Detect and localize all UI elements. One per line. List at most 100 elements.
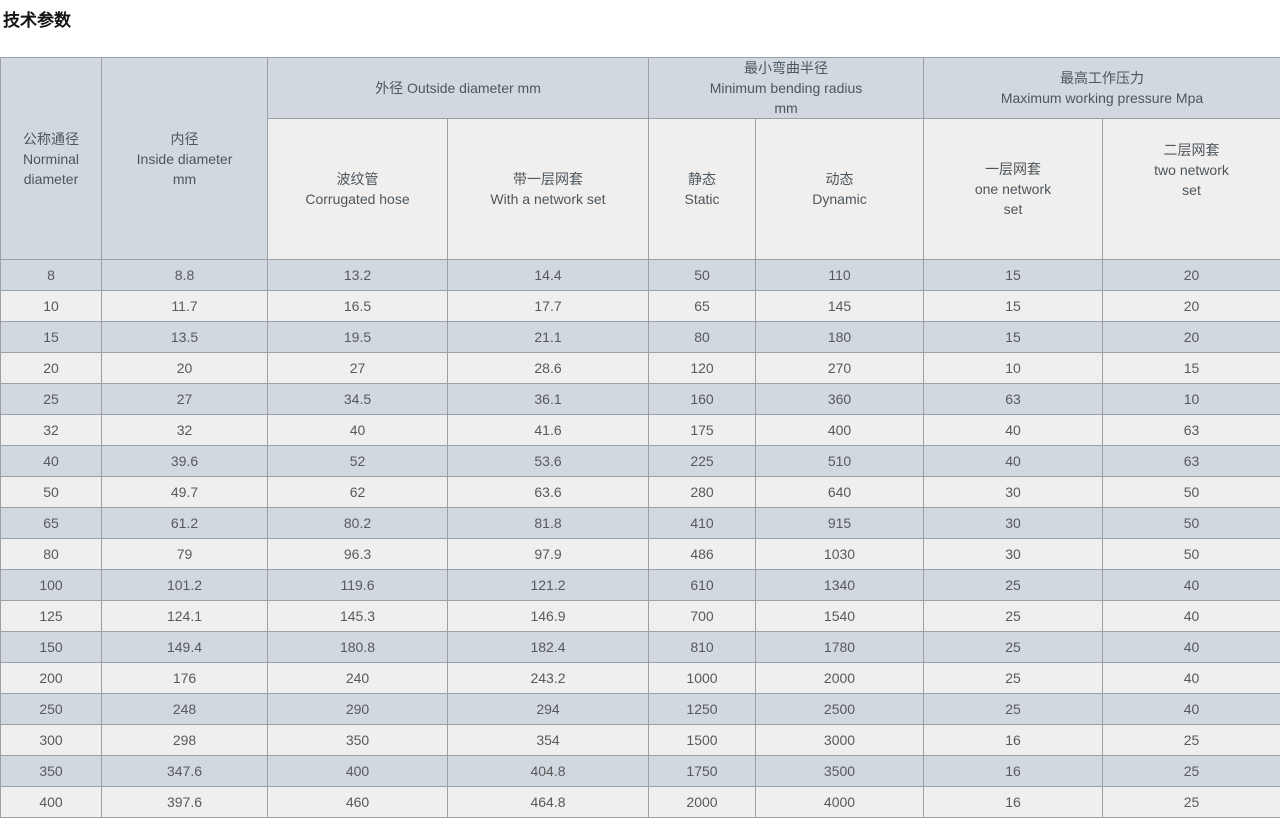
table-cell: 200: [0, 662, 102, 694]
header-sub-row: 波纹管 Corrugated hose 带一层网套 With a network…: [1, 118, 1280, 260]
table-cell: 32: [101, 414, 268, 446]
page-title: 技术参数: [3, 11, 71, 30]
table-cell: 1750: [648, 755, 756, 787]
table-cell: 40: [1101, 693, 1280, 725]
table-cell: 180: [755, 321, 924, 353]
table-cell: 1340: [755, 569, 924, 601]
table-row: 80 79 96.3 97.9 486 1030 30 50: [0, 538, 1280, 570]
table-cell: 110: [755, 259, 924, 291]
table-cell: 20: [0, 352, 102, 384]
table-cell: 354: [447, 724, 649, 756]
table-cell: 21.1: [447, 321, 649, 353]
table-cell: 79: [101, 538, 268, 570]
table-cell: 25: [923, 569, 1103, 601]
table-cell: 25: [1101, 755, 1280, 787]
table-cell: 25: [923, 631, 1103, 663]
table-cell: 350: [267, 724, 448, 756]
table-cell: 40: [1101, 600, 1280, 632]
table-cell: 810: [648, 631, 756, 663]
table-cell: 145: [755, 290, 924, 322]
table-cell: 350: [0, 755, 102, 787]
header-two-network-set: 二层网套 two network set: [1101, 118, 1280, 260]
table-cell: 180.8: [267, 631, 448, 663]
table-cell: 50: [1101, 538, 1280, 570]
table-row: 200 176 240 243.2 1000 2000 25 40: [0, 662, 1280, 694]
table-header: 公称通径 Norminal diameter 内径 Inside diamete…: [0, 57, 1280, 260]
table-cell: 225: [648, 445, 756, 477]
header-static: 静态 Static: [648, 118, 756, 260]
table-cell: 120: [648, 352, 756, 384]
table-cell: 30: [923, 476, 1103, 508]
header-nominal-diameter: 公称通径 Norminal diameter: [0, 57, 102, 260]
table-cell: 175: [648, 414, 756, 446]
table-cell: 25: [1101, 786, 1280, 818]
table-cell: 270: [755, 352, 924, 384]
table-cell: 34.5: [267, 383, 448, 415]
table-cell: 145.3: [267, 600, 448, 632]
table-cell: 30: [923, 507, 1103, 539]
table-cell: 1540: [755, 600, 924, 632]
table-cell: 360: [755, 383, 924, 415]
table-cell: 62: [267, 476, 448, 508]
table-cell: 63: [1101, 445, 1280, 477]
table-cell: 1500: [648, 724, 756, 756]
table-cell: 63.6: [447, 476, 649, 508]
table-cell: 19.5: [267, 321, 448, 353]
table-row: 15 13.5 19.5 21.1 80 180 15 20: [0, 321, 1280, 353]
table-cell: 16: [923, 755, 1103, 787]
table-cell: 4000: [755, 786, 924, 818]
table-body: 8 8.8 13.2 14.4 50 110 15 20 10 11.7 16.5 17.7 65 145…: [0, 259, 1280, 818]
table-cell: 63: [1101, 414, 1280, 446]
table-cell: 400: [267, 755, 448, 787]
table-cell: 39.6: [101, 445, 268, 477]
table-cell: 2000: [755, 662, 924, 694]
table-cell: 610: [648, 569, 756, 601]
table-cell: 40: [923, 414, 1103, 446]
table-cell: 300: [0, 724, 102, 756]
table-cell: 700: [648, 600, 756, 632]
header-dynamic: 动态 Dynamic: [755, 118, 924, 260]
table-cell: 486: [648, 538, 756, 570]
table-cell: 3500: [755, 755, 924, 787]
table-row: 32 32 40 41.6 175 400 40 63: [0, 414, 1280, 446]
technical-parameters-table: 公称通径 Norminal diameter 内径 Inside diamete…: [0, 57, 1280, 818]
table-cell: 10: [0, 290, 102, 322]
table-row: 250 248 290 294 1250 2500 25 40: [0, 693, 1280, 725]
table-cell: 27: [101, 383, 268, 415]
table-row: 8 8.8 13.2 14.4 50 110 15 20: [0, 259, 1280, 291]
table-row: 25 27 34.5 36.1 160 360 63 10: [0, 383, 1280, 415]
table-row: 300 298 350 354 1500 3000 16 25: [0, 724, 1280, 756]
table-cell: 96.3: [267, 538, 448, 570]
table-cell: 150: [0, 631, 102, 663]
table-cell: 294: [447, 693, 649, 725]
table-cell: 347.6: [101, 755, 268, 787]
header-corrugated-hose: 波纹管 Corrugated hose: [267, 118, 448, 260]
table-cell: 101.2: [101, 569, 268, 601]
table-row: 50 49.7 62 63.6 280 640 30 50: [0, 476, 1280, 508]
table-cell: 15: [923, 290, 1103, 322]
table-row: 40 39.6 52 53.6 225 510 40 63: [0, 445, 1280, 477]
table-cell: 50: [1101, 507, 1280, 539]
table-cell: 20: [1101, 290, 1280, 322]
table-cell: 182.4: [447, 631, 649, 663]
table-cell: 410: [648, 507, 756, 539]
table-cell: 40: [1101, 569, 1280, 601]
table-row: 20 20 27 28.6 120 270 10 15: [0, 352, 1280, 384]
table-cell: 640: [755, 476, 924, 508]
table-cell: 40: [1101, 631, 1280, 663]
table-cell: 40: [267, 414, 448, 446]
table-cell: 125: [0, 600, 102, 632]
table-cell: 49.7: [101, 476, 268, 508]
table-cell: 52: [267, 445, 448, 477]
header-inside-diameter: 内径 Inside diameter mm: [101, 57, 268, 260]
table-cell: 11.7: [101, 290, 268, 322]
table-cell: 464.8: [447, 786, 649, 818]
table-cell: 510: [755, 445, 924, 477]
table-cell: 240: [267, 662, 448, 694]
table-cell: 3000: [755, 724, 924, 756]
header-outside-diameter-group: 外径 Outside diameter mm: [267, 57, 649, 119]
table-cell: 80: [648, 321, 756, 353]
table-cell: 20: [101, 352, 268, 384]
table-cell: 1780: [755, 631, 924, 663]
